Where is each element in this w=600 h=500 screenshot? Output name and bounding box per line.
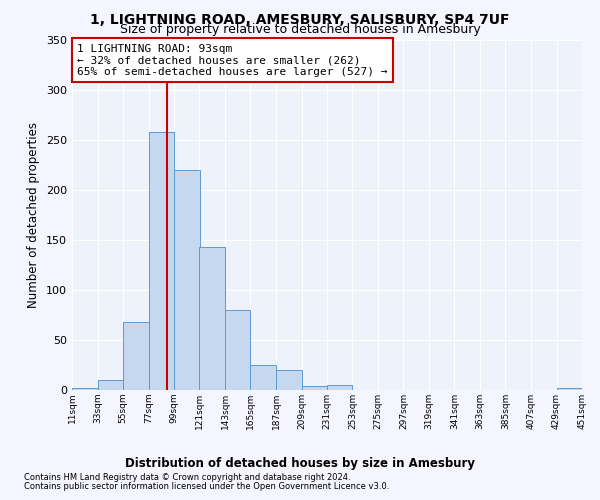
Bar <box>97 380 123 390</box>
Text: Contains HM Land Registry data © Crown copyright and database right 2024.: Contains HM Land Registry data © Crown c… <box>24 473 350 482</box>
Text: 1, LIGHTNING ROAD, AMESBURY, SALISBURY, SP4 7UF: 1, LIGHTNING ROAD, AMESBURY, SALISBURY, … <box>90 12 510 26</box>
Bar <box>149 132 174 390</box>
Bar <box>251 365 276 390</box>
Text: Contains public sector information licensed under the Open Government Licence v3: Contains public sector information licen… <box>24 482 389 491</box>
Bar <box>276 370 302 390</box>
Text: Size of property relative to detached houses in Amesbury: Size of property relative to detached ho… <box>119 22 481 36</box>
Bar <box>557 388 582 390</box>
Text: Distribution of detached houses by size in Amesbury: Distribution of detached houses by size … <box>125 458 475 470</box>
Bar <box>225 310 251 390</box>
Bar <box>174 170 199 390</box>
Bar <box>123 322 149 390</box>
Bar <box>327 385 352 390</box>
Bar <box>199 247 225 390</box>
Bar <box>302 386 327 390</box>
Y-axis label: Number of detached properties: Number of detached properties <box>28 122 40 308</box>
Bar <box>72 388 97 390</box>
Text: 1 LIGHTNING ROAD: 93sqm
← 32% of detached houses are smaller (262)
65% of semi-d: 1 LIGHTNING ROAD: 93sqm ← 32% of detache… <box>77 44 388 76</box>
